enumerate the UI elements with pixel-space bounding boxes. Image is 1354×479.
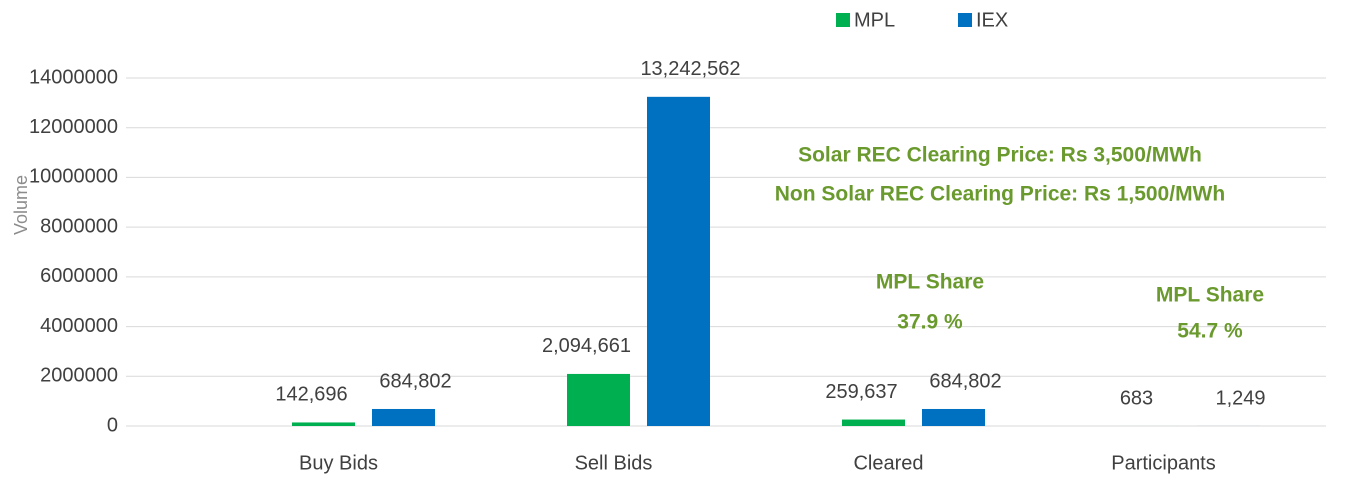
- annotation: Non Solar REC Clearing Price: Rs 1,500/M…: [775, 183, 1225, 206]
- annotation: MPL Share: [876, 271, 984, 294]
- x-tick-label: Sell Bids: [575, 452, 653, 474]
- x-tick-label: Buy Bids: [299, 452, 378, 474]
- value-label: 2,094,661: [542, 335, 631, 357]
- bar: [647, 96, 710, 426]
- bar: [567, 373, 630, 426]
- value-label: 1,249: [1215, 387, 1265, 409]
- y-tick-label: 4000000: [40, 315, 118, 337]
- y-axis-label: Volume: [11, 175, 31, 235]
- legend-swatch: [958, 13, 972, 27]
- bar: [922, 408, 985, 426]
- value-label: 142,696: [275, 384, 347, 406]
- annotation: Solar REC Clearing Price: Rs 3,500/MWh: [798, 144, 1202, 167]
- y-tick-label: 12000000: [29, 116, 118, 138]
- y-tick-label: 14000000: [29, 66, 118, 88]
- legend-label: MPL: [854, 9, 895, 31]
- y-tick-label: 2000000: [40, 365, 118, 387]
- value-label: 259,637: [825, 381, 897, 403]
- x-tick-label: Participants: [1111, 452, 1216, 474]
- value-label: 684,802: [929, 370, 1001, 392]
- annotation: MPL Share: [1156, 284, 1264, 307]
- bar: [842, 419, 905, 426]
- value-label: 684,802: [379, 370, 451, 392]
- bar: [372, 408, 435, 426]
- y-tick-label: 8000000: [40, 215, 118, 237]
- value-label: 13,242,562: [640, 58, 740, 80]
- y-tick-label: 10000000: [29, 166, 118, 188]
- annotation: 37.9 %: [897, 311, 963, 334]
- legend-swatch: [836, 13, 850, 27]
- value-label: 683: [1120, 387, 1153, 409]
- annotation: 54.7 %: [1177, 320, 1243, 343]
- bar: [292, 422, 355, 426]
- legend-label: IEX: [976, 9, 1008, 31]
- x-tick-label: Cleared: [853, 452, 923, 474]
- y-tick-label: 6000000: [40, 265, 118, 287]
- y-tick-label: 0: [107, 414, 118, 436]
